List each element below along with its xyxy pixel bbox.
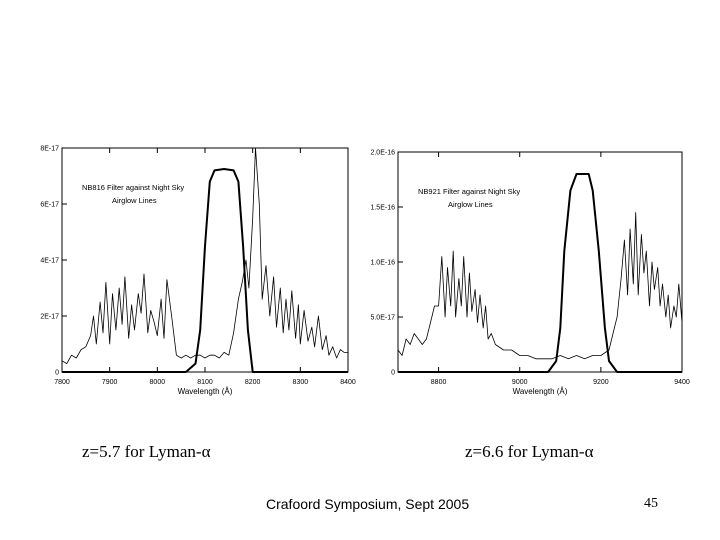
y-tick-label: 5.0E-17: [370, 315, 395, 322]
x-tick-label: 7900: [102, 379, 118, 386]
x-tick-label: 9000: [512, 379, 528, 386]
y-tick-label: 1.5E-16: [370, 205, 395, 212]
right-chart: 8800 9000 9200 9400 0 5.0E-17 1.0E-16 1.5E-16 2.…: [370, 150, 690, 397]
x-tick-label: 9200: [593, 379, 609, 386]
x-tick-label: 8300: [293, 379, 309, 386]
y-tick-label: 4E-17: [40, 258, 59, 265]
left-chart: 7800 7900 8000 8100 8200 8300 8400 0 2E-17 4E-17 6…: [40, 146, 356, 397]
filter-curve: [62, 168, 348, 373]
x-axis-label: Wavelength (Å): [178, 387, 233, 396]
airglow-spectrum: [397, 212, 683, 360]
page-number: 45: [644, 496, 658, 511]
footer-text: Crafoord Symposium, Sept 2005: [266, 496, 470, 512]
right-caption: z=6.6 for Lyman-α: [465, 442, 594, 461]
y-tick-label: 8E-17: [40, 146, 59, 153]
x-tick-label: 9400: [674, 379, 690, 386]
x-tick-label: 8000: [150, 379, 166, 386]
y-tick-label: 2E-17: [40, 314, 59, 321]
x-tick-label: 8100: [197, 379, 213, 386]
plot-frame: [397, 151, 683, 373]
annotation-text: Airglow Lines: [448, 200, 493, 209]
annotation-text: NB921 Filter against Night Sky: [418, 187, 520, 196]
annotation-text: NB816 Filter against Night Sky: [82, 183, 184, 192]
annotation-text: Airglow Lines: [112, 196, 157, 205]
x-tick-label: 8200: [245, 379, 261, 386]
y-tick-label: 0: [391, 370, 395, 377]
left-caption: z=5.7 for Lyman-α: [82, 442, 211, 461]
y-tick-label: 0: [55, 370, 59, 377]
y-tick-label: 1.0E-16: [370, 260, 395, 267]
filter-curve: [398, 173, 682, 373]
x-tick-label: 8400: [340, 379, 356, 386]
x-tick-label: 7800: [54, 379, 70, 386]
airglow-spectrum: [61, 147, 348, 365]
y-tick-label: 6E-17: [40, 202, 59, 209]
x-tick-label: 8800: [431, 379, 447, 386]
x-axis-label: Wavelength (Å): [513, 387, 568, 396]
y-tick-label: 2.0E-16: [370, 150, 395, 157]
